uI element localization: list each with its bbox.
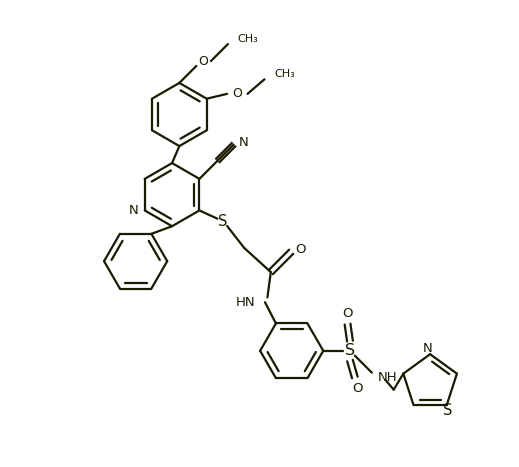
Text: S: S	[443, 403, 453, 418]
Text: O: O	[352, 382, 363, 395]
Text: CH₃: CH₃	[274, 70, 295, 79]
Text: S: S	[345, 343, 355, 358]
Text: O: O	[343, 307, 353, 320]
Text: CH₃: CH₃	[238, 34, 258, 44]
Text: S: S	[217, 213, 227, 229]
Text: N: N	[129, 204, 139, 217]
Text: NH: NH	[378, 371, 398, 384]
Text: N: N	[238, 136, 248, 149]
Text: O: O	[199, 55, 209, 68]
Text: O: O	[296, 243, 306, 256]
Text: N: N	[423, 342, 432, 355]
Text: HN: HN	[236, 296, 255, 309]
Text: O: O	[232, 87, 242, 100]
